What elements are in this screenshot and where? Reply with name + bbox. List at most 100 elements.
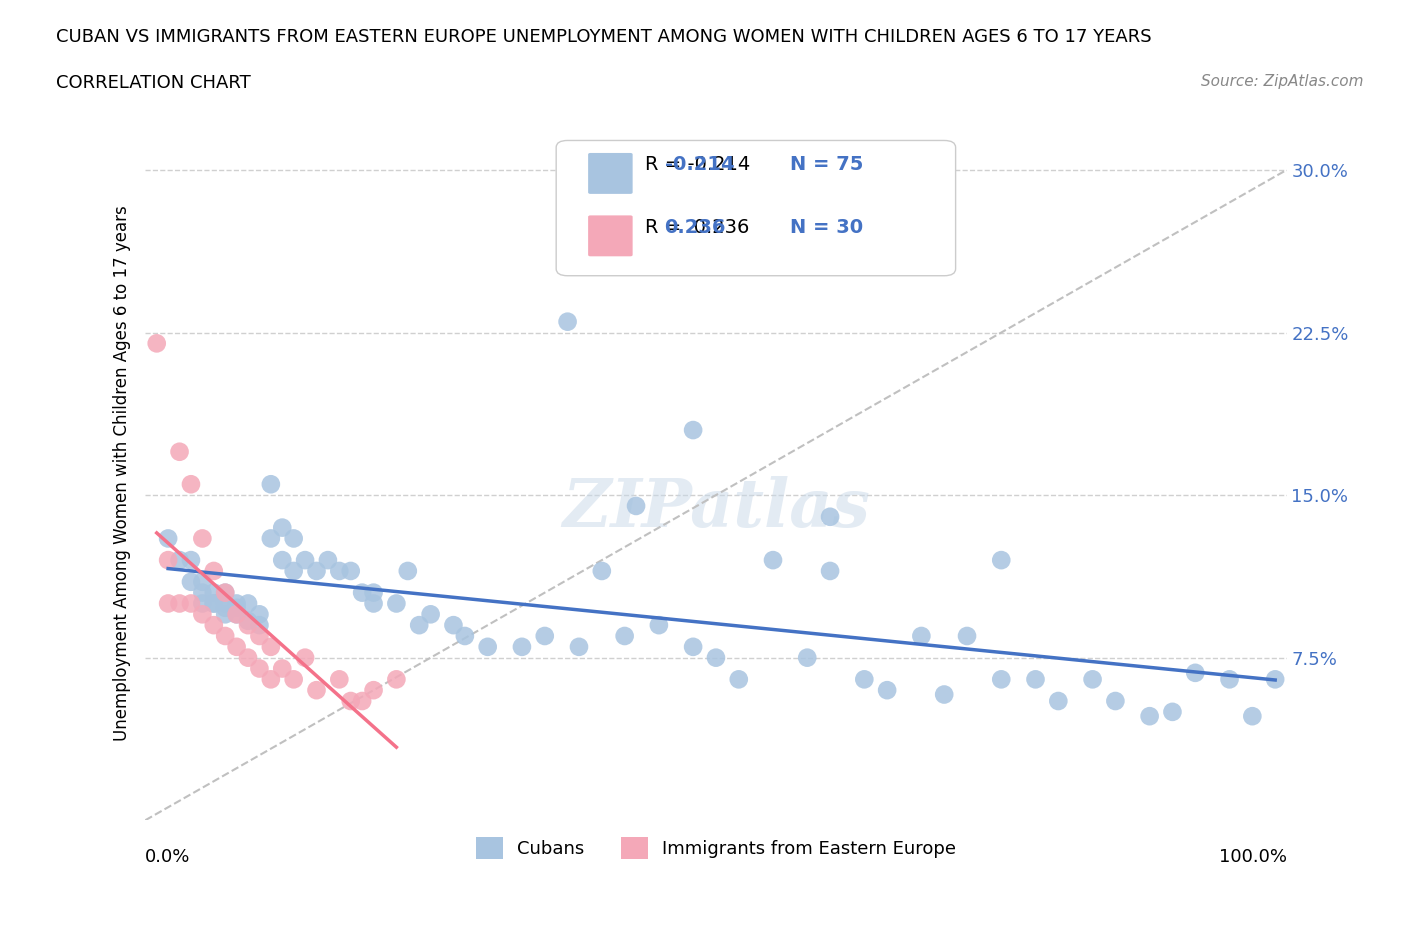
Immigrants from Eastern Europe	[283, 671, 305, 686]
Cubans	[1081, 671, 1104, 686]
Cubans	[990, 671, 1012, 686]
Cubans	[533, 629, 555, 644]
Cubans	[225, 607, 247, 622]
Cubans	[236, 614, 259, 629]
Cubans	[613, 629, 636, 644]
Immigrants from Eastern Europe	[225, 640, 247, 655]
Cubans	[339, 564, 361, 578]
Cubans	[283, 531, 305, 546]
Text: CUBAN VS IMMIGRANTS FROM EASTERN EUROPE UNEMPLOYMENT AMONG WOMEN WITH CHILDREN A: CUBAN VS IMMIGRANTS FROM EASTERN EUROPE …	[56, 28, 1152, 46]
Cubans	[157, 531, 180, 546]
Cubans	[956, 629, 979, 644]
Immigrants from Eastern Europe	[169, 445, 191, 459]
Immigrants from Eastern Europe	[260, 640, 283, 655]
Immigrants from Eastern Europe	[145, 336, 167, 351]
Immigrants from Eastern Europe	[260, 671, 283, 686]
Immigrants from Eastern Europe	[169, 596, 191, 611]
Cubans	[477, 640, 499, 655]
Text: CORRELATION CHART: CORRELATION CHART	[56, 74, 252, 92]
Text: R =  0.236: R = 0.236	[645, 218, 749, 236]
Cubans	[796, 650, 818, 665]
Cubans	[283, 564, 305, 578]
Cubans	[236, 596, 259, 611]
Cubans	[1184, 665, 1206, 680]
Cubans	[169, 552, 191, 567]
Immigrants from Eastern Europe	[363, 683, 385, 698]
Immigrants from Eastern Europe	[214, 629, 236, 644]
Cubans	[1264, 671, 1286, 686]
Cubans	[214, 596, 236, 611]
Immigrants from Eastern Europe	[328, 671, 350, 686]
Cubans	[682, 640, 704, 655]
Cubans	[624, 498, 647, 513]
Immigrants from Eastern Europe	[180, 596, 202, 611]
Text: R = -0.214: R = -0.214	[645, 155, 751, 174]
Immigrants from Eastern Europe	[385, 671, 408, 686]
Cubans	[990, 552, 1012, 567]
Text: -0.214: -0.214	[665, 155, 734, 174]
Cubans	[1104, 694, 1126, 709]
Text: 0.0%: 0.0%	[145, 848, 191, 866]
Cubans	[214, 585, 236, 600]
Cubans	[225, 596, 247, 611]
Cubans	[727, 671, 749, 686]
Legend: Cubans, Immigrants from Eastern Europe: Cubans, Immigrants from Eastern Europe	[468, 830, 963, 867]
Cubans	[271, 552, 294, 567]
Immigrants from Eastern Europe	[157, 596, 180, 611]
Cubans	[682, 422, 704, 437]
Immigrants from Eastern Europe	[180, 477, 202, 492]
Cubans	[408, 618, 430, 632]
FancyBboxPatch shape	[588, 153, 633, 193]
Cubans	[271, 520, 294, 535]
Cubans	[316, 552, 339, 567]
Cubans	[214, 607, 236, 622]
Cubans	[568, 640, 591, 655]
Cubans	[818, 510, 841, 525]
Immigrants from Eastern Europe	[352, 694, 374, 709]
Cubans	[557, 314, 579, 329]
Text: 0.236: 0.236	[665, 218, 725, 236]
Immigrants from Eastern Europe	[249, 629, 271, 644]
Cubans	[385, 596, 408, 611]
Cubans	[191, 596, 214, 611]
Cubans	[934, 687, 956, 702]
Cubans	[454, 629, 477, 644]
Cubans	[591, 564, 613, 578]
Cubans	[876, 683, 898, 698]
Cubans	[853, 671, 876, 686]
Immigrants from Eastern Europe	[214, 585, 236, 600]
Cubans	[443, 618, 465, 632]
Cubans	[260, 531, 283, 546]
Text: Source: ZipAtlas.com: Source: ZipAtlas.com	[1201, 74, 1364, 89]
Cubans	[704, 650, 727, 665]
Cubans	[363, 585, 385, 600]
Cubans	[1241, 709, 1264, 724]
Immigrants from Eastern Europe	[249, 661, 271, 676]
Immigrants from Eastern Europe	[339, 694, 361, 709]
Cubans	[328, 564, 350, 578]
Y-axis label: Unemployment Among Women with Children Ages 6 to 17 years: Unemployment Among Women with Children A…	[114, 206, 131, 741]
Cubans	[1161, 704, 1184, 719]
Cubans	[260, 477, 283, 492]
Immigrants from Eastern Europe	[225, 607, 247, 622]
Cubans	[363, 596, 385, 611]
Cubans	[225, 601, 247, 616]
Cubans	[352, 585, 374, 600]
Cubans	[818, 564, 841, 578]
Text: ZIPatlas: ZIPatlas	[562, 475, 870, 540]
Cubans	[510, 640, 533, 655]
Text: N = 30: N = 30	[790, 218, 863, 236]
Immigrants from Eastern Europe	[157, 552, 180, 567]
FancyBboxPatch shape	[557, 140, 956, 275]
Cubans	[202, 596, 225, 611]
Cubans	[191, 575, 214, 590]
Immigrants from Eastern Europe	[271, 661, 294, 676]
Immigrants from Eastern Europe	[191, 607, 214, 622]
Cubans	[180, 575, 202, 590]
Cubans	[249, 618, 271, 632]
Immigrants from Eastern Europe	[236, 650, 259, 665]
Cubans	[294, 552, 316, 567]
Cubans	[305, 564, 328, 578]
Cubans	[191, 585, 214, 600]
Cubans	[214, 601, 236, 616]
